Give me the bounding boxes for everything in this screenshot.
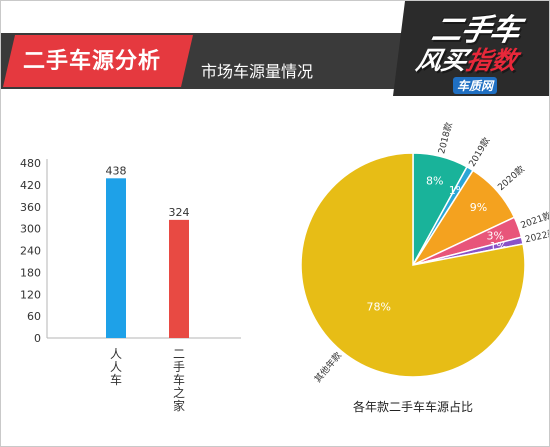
pie-slice xyxy=(300,152,526,378)
y-tick-label: 240 xyxy=(20,245,41,258)
pie-category-label: 2021款 xyxy=(519,209,549,231)
y-tick-label: 300 xyxy=(20,223,41,236)
x-category-label: 人 xyxy=(110,360,122,374)
y-tick-label: 180 xyxy=(20,266,41,279)
logo-text-bottom: 风买指数 xyxy=(413,41,521,77)
page-subtitle: 市场车源量情况 xyxy=(201,62,314,81)
pie-category-label: 其他年款 xyxy=(312,349,344,384)
page-title: 二手车源分析 xyxy=(23,49,162,74)
bar-value-label: 438 xyxy=(106,164,127,177)
y-tick-label: 120 xyxy=(20,288,41,301)
x-category-label: 人 xyxy=(110,347,122,361)
logo-site-badge: 车质网 xyxy=(453,77,498,94)
bar xyxy=(106,178,126,338)
y-tick-label: 420 xyxy=(20,179,41,192)
pie-category-label: 2020款 xyxy=(495,163,527,193)
x-category-label: 手 xyxy=(173,360,185,374)
x-category-label: 之 xyxy=(173,386,185,400)
logo-char-3: 指数 xyxy=(463,46,520,75)
pie-value-label: 78% xyxy=(366,300,390,313)
header-bar xyxy=(1,1,549,96)
y-tick-label: 60 xyxy=(27,310,41,323)
x-category-label: 家 xyxy=(173,398,185,413)
pie-value-label: 8% xyxy=(426,174,443,187)
pie-chart-title: 各年款二手车车源占比 xyxy=(353,399,473,414)
bar xyxy=(169,219,189,338)
y-tick-label: 0 xyxy=(34,332,41,345)
x-category-label: 车 xyxy=(110,372,122,387)
y-tick-label: 360 xyxy=(20,201,41,214)
pie-category-label: 2019款 xyxy=(466,135,493,169)
pie-category-label: 2018款 xyxy=(435,121,455,155)
x-category-label: 二 xyxy=(173,347,185,361)
pie-value-label: 3% xyxy=(486,229,503,242)
pie-chart: 8%2018款1%2019款9%2020款3%2021款1%2022款78%其他… xyxy=(300,121,549,414)
x-category-label: 车 xyxy=(173,372,185,387)
pie-value-label: 9% xyxy=(470,201,487,214)
bar-value-label: 324 xyxy=(169,206,190,219)
y-tick-label: 480 xyxy=(20,157,41,170)
header: 二手车源分析 市场车源量情况 二手车 风买指数 车质网 xyxy=(1,1,549,96)
